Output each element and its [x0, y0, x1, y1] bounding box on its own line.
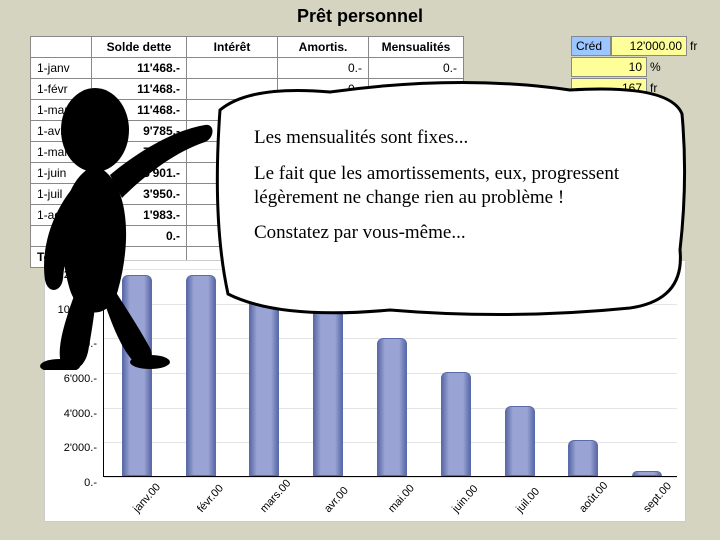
x-tick-label: juin.00: [450, 483, 481, 515]
row-solde: 11'468.-: [92, 79, 187, 100]
page-title: Prêt personnel: [0, 0, 720, 31]
x-tick-label: juil.00: [514, 486, 542, 515]
bubble-p2: Le fait que les amortissements, eux, pro…: [254, 162, 670, 210]
bar: [632, 471, 662, 476]
row-label: 1-juin: [31, 163, 92, 184]
col-header-mens: Mensualités: [369, 37, 464, 58]
row-solde: 9'785.-: [92, 121, 187, 142]
row-solde: 11'468.-: [92, 58, 187, 79]
row-int: [187, 58, 278, 79]
row-label: 1-mars: [31, 100, 92, 121]
y-tick-label: 10'000.-: [58, 304, 97, 316]
row-label: 1-juil: [31, 184, 92, 205]
bar: [377, 338, 407, 476]
y-tick-label: 8'000.-: [64, 338, 97, 350]
row-solde: 5'901.-: [92, 163, 187, 184]
x-tick-label: févr.00: [195, 482, 226, 515]
row-label: 1-janv: [31, 58, 92, 79]
table-row: 1-janv11'468.- 0.-0.-: [31, 58, 464, 79]
y-tick-label: 4'000.-: [64, 408, 97, 420]
x-tick-label: mars.00: [258, 477, 294, 515]
bar: [441, 372, 471, 476]
explanation-bubble: Les mensualités sont fixes... Le fait qu…: [210, 80, 690, 320]
row-solde: 0.-: [92, 226, 187, 247]
row-label: [31, 226, 92, 247]
row-solde: 3'950.-: [92, 184, 187, 205]
y-tick-label: 12'000.-: [58, 269, 97, 281]
rate-unit: %: [647, 60, 670, 74]
col-header-solde: Solde dette: [92, 37, 187, 58]
col-header-interet: Intérêt: [187, 37, 278, 58]
row-am: 0.-: [278, 58, 369, 79]
row-solde: 1'983.-: [92, 205, 187, 226]
bar: [505, 406, 535, 476]
x-tick-label: avr.00: [322, 485, 351, 515]
credit-amount: 12'000.00: [611, 36, 687, 56]
row-label: 1-avr: [31, 121, 92, 142]
x-tick-label: janv.00: [131, 481, 163, 515]
x-tick-label: mai.00: [386, 482, 417, 515]
bar: [122, 275, 152, 476]
x-tick-label: août.00: [577, 480, 610, 515]
credit-unit: fr: [687, 39, 710, 53]
bar: [313, 304, 343, 476]
x-tick-label: sept.00: [641, 480, 674, 515]
y-tick-label: 0.-: [84, 477, 97, 489]
row-solde: 7'836.-: [92, 142, 187, 163]
row-solde: 11'468.-: [92, 100, 187, 121]
col-header-amort: Amortis.: [278, 37, 369, 58]
col-blank: [31, 37, 92, 58]
y-tick-label: 6'000.-: [64, 373, 97, 385]
credit-label: Créd: [571, 36, 611, 56]
bubble-p3: Constatez par vous-même...: [254, 221, 670, 245]
row-label: 1-mai: [31, 142, 92, 163]
bubble-p1: Les mensualités sont fixes...: [254, 126, 670, 150]
bar: [568, 440, 598, 476]
row-label: 1-févr: [31, 79, 92, 100]
y-tick-label: 2'000.-: [64, 442, 97, 454]
row-men: 0.-: [369, 58, 464, 79]
row-label: 1-août: [31, 205, 92, 226]
rate-value: 10: [571, 57, 647, 77]
